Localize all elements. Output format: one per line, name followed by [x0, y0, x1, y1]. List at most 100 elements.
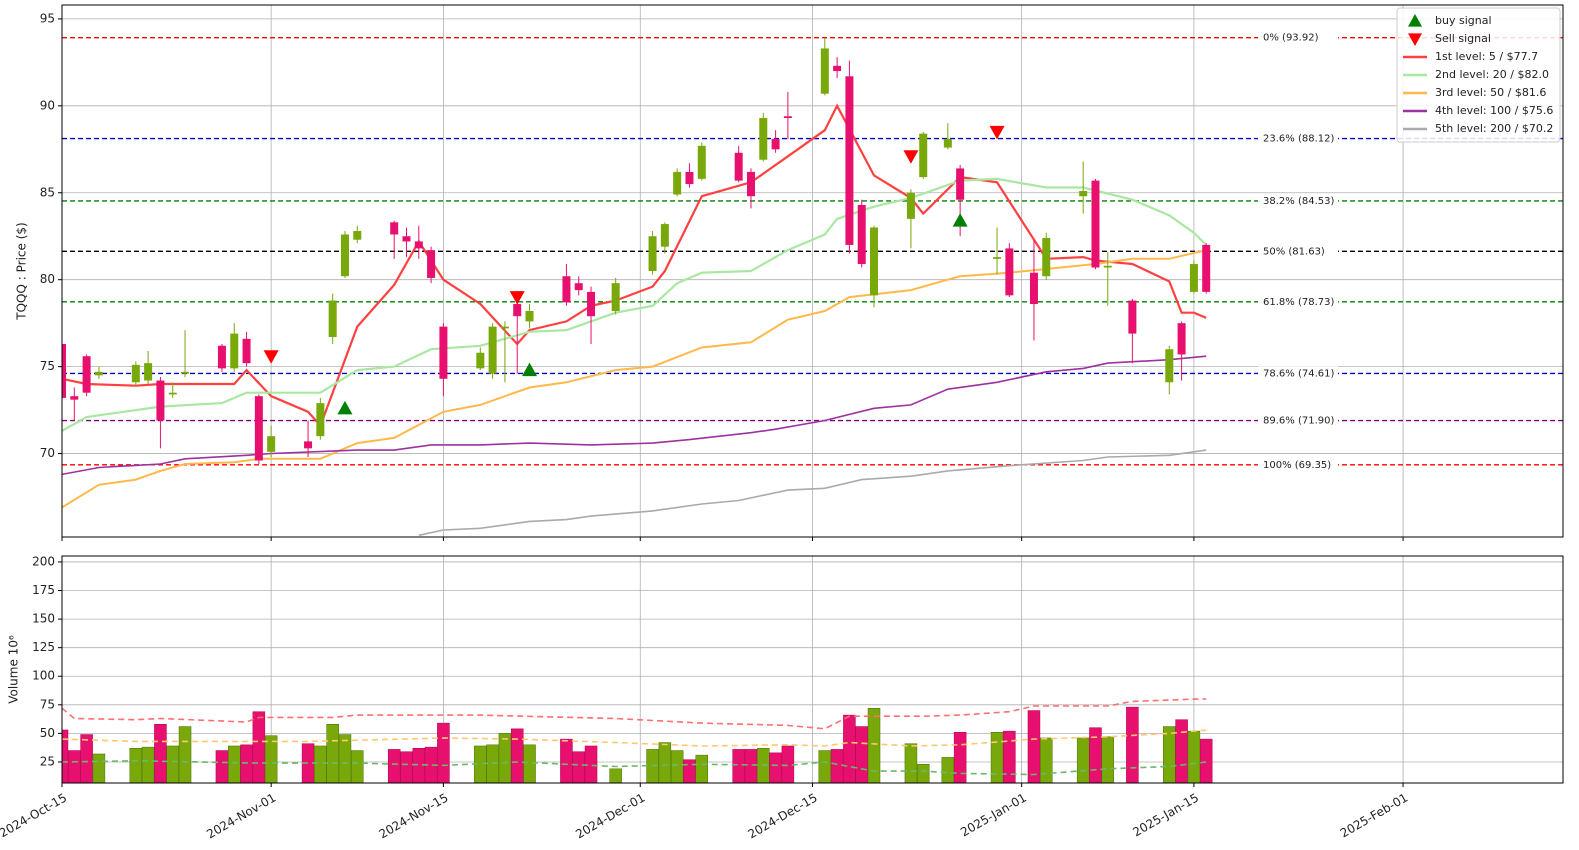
candle-body: [304, 441, 313, 449]
candle-body: [734, 152, 743, 181]
candle-body: [820, 48, 829, 94]
candle-body: [685, 171, 694, 185]
legend-label: 1st level: 5 / $77.7: [1435, 50, 1538, 63]
level-label-bg: [1258, 457, 1338, 472]
x-tick-label: 2025-Jan-01: [958, 791, 1029, 840]
volume-bar: [338, 734, 352, 783]
candle-body: [870, 227, 879, 296]
candle-body: [611, 283, 620, 311]
level-label: 89.6% (71.90): [1263, 416, 1334, 427]
volume-bar: [129, 748, 143, 783]
legend-label: 2nd level: 20 / $82.0: [1435, 68, 1549, 81]
volume-bar: [510, 728, 524, 783]
volume-bar: [560, 738, 573, 783]
candle-body: [845, 76, 854, 245]
volume-bar: [990, 732, 1004, 783]
volume-bar: [498, 733, 512, 783]
legend-marker: [1408, 14, 1422, 27]
volume-bar: [141, 746, 155, 783]
legend-label: buy signal: [1435, 14, 1492, 27]
candle-body: [390, 222, 399, 235]
candle-body: [857, 204, 866, 265]
volume-bar: [695, 754, 709, 783]
line-series: [418, 449, 1207, 537]
volume-bar: [166, 745, 179, 783]
candle-body: [500, 326, 509, 329]
volume-bar: [1187, 730, 1201, 783]
level-label-bg: [1258, 294, 1338, 309]
line-series: [62, 698, 1207, 730]
y-tick-label: 90: [40, 98, 55, 112]
candle-body: [1042, 237, 1051, 277]
candle-body: [956, 168, 965, 200]
volume-bar: [916, 764, 930, 783]
level-label: 61.8% (78.73): [1263, 297, 1334, 308]
candle-body: [513, 304, 522, 317]
candle-body: [316, 403, 325, 437]
volume-bar: [351, 750, 364, 783]
volume-bar: [867, 707, 881, 783]
candle-body: [771, 138, 780, 150]
legend-marker: [1408, 33, 1422, 46]
candle-body: [943, 138, 952, 148]
x-tick-label: 2024-Oct-15: [0, 791, 69, 841]
level-label: 0% (93.92): [1263, 33, 1319, 44]
level-label: 38.2% (84.53): [1263, 196, 1334, 207]
volume-bar: [818, 750, 832, 783]
candle-body: [402, 236, 411, 242]
candle-body: [70, 396, 79, 400]
volume-bar: [437, 722, 450, 783]
candle-body: [697, 145, 706, 179]
plot-frame: [61, 555, 1564, 784]
candle-body: [414, 241, 423, 249]
volume-bar: [80, 734, 93, 783]
volume-bar: [1027, 710, 1041, 783]
candle-body: [254, 396, 263, 461]
x-tick-label: 2024-Dec-15: [745, 791, 819, 842]
x-tick-label: 2025-Jan-15: [1130, 791, 1201, 840]
y-tick-label: 80: [40, 272, 55, 286]
candle-body: [144, 363, 153, 381]
y-tick-label: 150: [32, 612, 55, 626]
legend-label: Sell signal: [1435, 32, 1491, 45]
candle-body: [673, 171, 682, 195]
candle-body: [1005, 248, 1014, 296]
candle-body: [340, 234, 349, 277]
y-tick-label: 95: [40, 11, 55, 25]
volume-bar: [941, 757, 955, 783]
volume-bar: [1126, 706, 1139, 783]
candle-body: [1165, 349, 1174, 383]
candle-body: [267, 436, 276, 452]
candle-body: [525, 310, 534, 322]
y-tick-label: 175: [32, 583, 55, 597]
legend-label: 3rd level: 50 / $81.6: [1435, 86, 1546, 99]
volume-bar: [387, 749, 401, 783]
plot-frame: [61, 4, 1564, 538]
candle-body: [328, 300, 337, 338]
y-tick-label: 200: [32, 554, 55, 568]
candle-body: [1189, 264, 1198, 292]
volume-bar: [154, 723, 167, 783]
volume-bar: [92, 753, 106, 783]
level-label: 78.6% (74.61): [1263, 368, 1334, 379]
level-label: 23.6% (88.12): [1263, 134, 1334, 145]
y-tick-label: 85: [40, 185, 55, 199]
level-label: 100% (69.35): [1263, 460, 1331, 471]
candle-body: [833, 65, 842, 72]
level-label-bg: [1258, 413, 1338, 428]
candle-body: [1029, 272, 1038, 305]
volume-bar: [1199, 738, 1213, 783]
level-label-bg: [1258, 131, 1338, 146]
volume-bar: [670, 750, 684, 783]
candle-body: [1177, 323, 1186, 355]
volume-bar: [1163, 726, 1176, 783]
candle-body: [562, 276, 571, 303]
signal-marker: [509, 291, 525, 305]
candle-body: [217, 345, 226, 369]
line-series: [62, 759, 1207, 776]
line-series: [62, 103, 1207, 428]
volume-bar: [62, 729, 69, 783]
candle-body: [759, 118, 768, 160]
